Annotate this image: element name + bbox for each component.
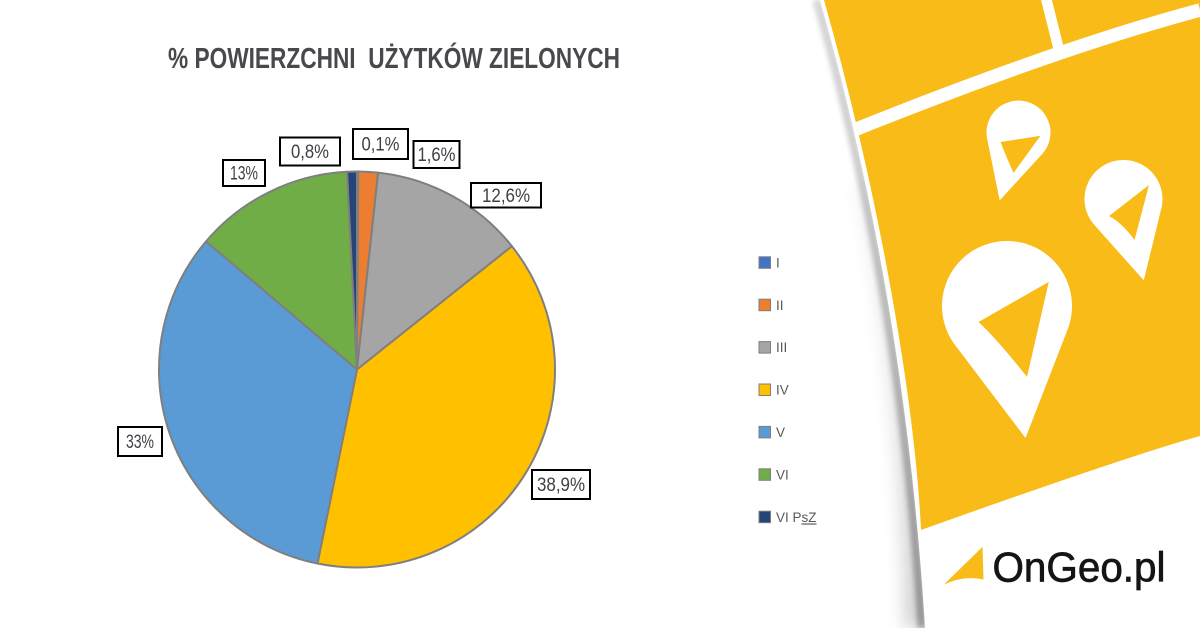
svg-text:IV: IV [776, 383, 789, 398]
svg-text:I: I [776, 255, 780, 270]
svg-text:0,8%: 0,8% [291, 142, 329, 163]
svg-text:II: II [776, 298, 784, 313]
svg-text:% POWIERZCHNI UŻYTKÓW ZIELONY: % POWIERZCHNI UŻYTKÓW ZIELONYCH [168, 41, 620, 75]
svg-text:0,1%: 0,1% [362, 135, 400, 156]
svg-text:VI: VI [776, 467, 789, 482]
svg-text:1,6%: 1,6% [418, 145, 456, 166]
svg-text:13%: 13% [230, 164, 258, 185]
svg-text:38,9%: 38,9% [537, 475, 585, 496]
svg-text:V: V [776, 425, 785, 440]
svg-text:12,6%: 12,6% [482, 186, 530, 207]
svg-text:OnGeo.pl: OnGeo.pl [993, 544, 1166, 591]
svg-text:III: III [776, 340, 787, 355]
svg-text:VI PsZ: VI PsZ [776, 510, 817, 525]
svg-text:33%: 33% [126, 432, 154, 453]
